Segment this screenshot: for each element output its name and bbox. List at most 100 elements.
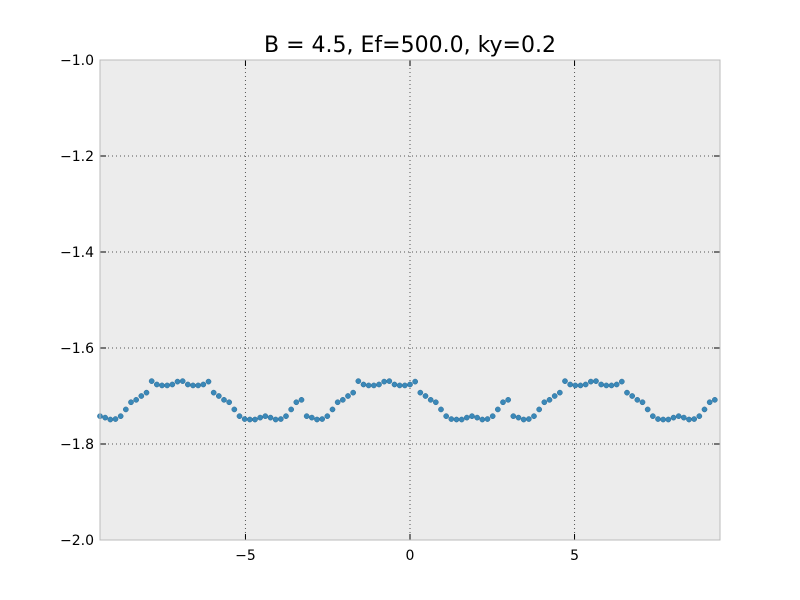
- data-point: [370, 382, 377, 389]
- x-tick-label: −5: [235, 548, 256, 564]
- data-point: [324, 413, 331, 420]
- data-point: [701, 406, 708, 413]
- data-point: [138, 393, 145, 399]
- data-point: [376, 381, 382, 388]
- data-point: [520, 416, 527, 423]
- data-point: [505, 396, 512, 403]
- data-point: [515, 414, 522, 421]
- data-point: [257, 414, 264, 421]
- data-point: [391, 381, 398, 388]
- data-point: [407, 381, 413, 388]
- data-point: [546, 396, 553, 403]
- data-point: [231, 406, 238, 413]
- data-point: [541, 399, 548, 406]
- data-point: [412, 378, 419, 385]
- axis-ticks: −5 0 5 −2.0 −1.8 −1.6 −1.4 −1.2 −1.0: [60, 53, 720, 564]
- data-point: [644, 406, 651, 413]
- data-point: [603, 382, 610, 389]
- data-point: [474, 414, 481, 421]
- data-point: [283, 413, 289, 420]
- data-point: [562, 378, 568, 384]
- data-point: [277, 416, 284, 422]
- data-point: [195, 382, 202, 389]
- data-point: [680, 414, 687, 421]
- data-point: [613, 381, 620, 388]
- data-point: [582, 381, 589, 388]
- data-point: [536, 406, 543, 413]
- data-point: [458, 416, 465, 423]
- y-tick-label: −1.4: [60, 245, 94, 261]
- data-point: [686, 416, 692, 423]
- data-point: [164, 382, 171, 389]
- data-point: [479, 416, 486, 423]
- data-point: [339, 396, 346, 403]
- data-point: [711, 396, 718, 403]
- data-point: [303, 413, 310, 420]
- data-point: [148, 378, 155, 384]
- data-point: [252, 416, 258, 423]
- data-point: [443, 413, 450, 420]
- data-point: [427, 396, 434, 403]
- data-point: [345, 393, 351, 399]
- data-point: [246, 416, 253, 423]
- data-point: [122, 406, 129, 413]
- data-point: [448, 416, 455, 422]
- data-point: [308, 414, 315, 421]
- data-point: [422, 393, 429, 399]
- data-point: [226, 399, 233, 406]
- data-point: [272, 416, 279, 423]
- data-point: [365, 382, 372, 389]
- data-point: [665, 416, 672, 423]
- data-point: [572, 382, 579, 389]
- x-tick-label: 0: [406, 548, 415, 564]
- data-point: [143, 389, 150, 396]
- data-point: [629, 393, 636, 399]
- data-points: [97, 378, 718, 423]
- data-point: [169, 381, 176, 388]
- data-point: [159, 382, 165, 389]
- data-point: [556, 389, 563, 396]
- data-point: [117, 413, 124, 420]
- y-tick-label: −1.6: [60, 341, 94, 357]
- data-point: [210, 389, 217, 396]
- data-point: [267, 414, 274, 421]
- data-point: [469, 413, 475, 420]
- data-point: [608, 382, 615, 389]
- data-point: [696, 413, 703, 420]
- data-point: [262, 413, 269, 420]
- data-point: [334, 399, 341, 406]
- data-point: [593, 378, 599, 384]
- data-point: [236, 413, 243, 420]
- data-point: [494, 406, 501, 413]
- data-point: [551, 393, 558, 399]
- data-point: [319, 416, 326, 422]
- y-tick-label: −1.0: [60, 53, 94, 69]
- data-point: [706, 399, 713, 406]
- data-point: [179, 378, 186, 384]
- data-point: [314, 416, 320, 423]
- data-point: [298, 396, 305, 403]
- data-point: [484, 416, 491, 422]
- data-point: [241, 416, 248, 422]
- data-point: [649, 413, 656, 420]
- data-point: [381, 378, 388, 385]
- data-point: [112, 416, 119, 422]
- data-point: [432, 399, 439, 406]
- data-point: [184, 381, 191, 388]
- plot-frame: [99, 59, 721, 541]
- data-point: [691, 416, 698, 422]
- data-point: [598, 381, 605, 388]
- data-point: [401, 382, 408, 389]
- data-point: [205, 378, 212, 385]
- data-point: [453, 416, 460, 423]
- data-point: [396, 382, 403, 389]
- data-point: [355, 378, 362, 384]
- y-tick-label: −2.0: [60, 533, 94, 549]
- data-point: [102, 414, 109, 421]
- data-point: [329, 406, 336, 413]
- data-point: [639, 399, 646, 406]
- data-point: [190, 382, 196, 389]
- data-point: [618, 378, 625, 385]
- data-point: [350, 389, 357, 396]
